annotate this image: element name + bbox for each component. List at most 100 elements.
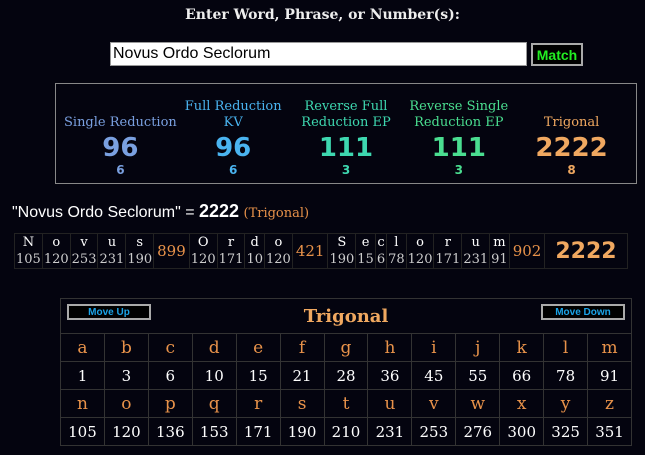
chart-value: 66 bbox=[499, 361, 545, 390]
cipher-reverse-single-reduction-ep[interactable]: Reverse Single Reduction EP 111 3 bbox=[402, 84, 515, 183]
chart-value: 351 bbox=[587, 417, 632, 446]
letter: l bbox=[394, 235, 399, 250]
letter: m bbox=[493, 235, 506, 250]
letter-cell: e 15 bbox=[356, 234, 376, 268]
phrase-input[interactable] bbox=[110, 42, 527, 66]
letter-value: 190 bbox=[127, 252, 153, 267]
chart-letter: u bbox=[367, 389, 413, 418]
letter: S bbox=[337, 235, 347, 250]
letter-value: 120 bbox=[190, 252, 216, 267]
letter-value: 171 bbox=[435, 252, 461, 267]
move-down-button[interactable]: Move Down bbox=[541, 304, 625, 320]
letter-breakdown-table: N 105 o 120 v 253 u 231 s 190 899 O 120 r 171 d 10 o 120 42… bbox=[14, 233, 628, 269]
summary-value: 2222 bbox=[199, 201, 240, 221]
chart-value: 91 bbox=[587, 361, 632, 390]
letter-value: 171 bbox=[218, 252, 244, 267]
letter: u bbox=[107, 235, 117, 250]
cipher-reduced: 6 bbox=[116, 163, 125, 177]
chart-value: 105 bbox=[60, 417, 105, 446]
letter-cell: o 120 bbox=[407, 234, 435, 268]
cipher-trigonal[interactable]: Trigonal 2222 8 bbox=[515, 84, 628, 183]
chart-value: 6 bbox=[147, 361, 193, 390]
cipher-reduced: 3 bbox=[341, 163, 351, 177]
cipher-name: Reverse Single Reduction EP bbox=[409, 99, 509, 130]
chart-letter: y bbox=[543, 389, 589, 418]
letter: c bbox=[377, 235, 385, 250]
chart-header: Move Up Trigonal Move Down bbox=[60, 298, 632, 334]
chart-value: 15 bbox=[235, 361, 281, 390]
chart-value: 36 bbox=[367, 361, 413, 390]
chart-letter: n bbox=[60, 389, 105, 418]
chart-letter: z bbox=[587, 389, 632, 418]
chart-row: 105 120 136 153 171 190 210 231 253 276 300 325 351 bbox=[60, 417, 632, 446]
letter-cell: u 231 bbox=[98, 234, 127, 268]
match-button[interactable]: Match bbox=[531, 43, 583, 66]
cipher-name: Single Reduction bbox=[64, 115, 177, 130]
letter-cell: N 105 bbox=[15, 234, 43, 268]
chart-letter: l bbox=[543, 333, 589, 362]
letter: N bbox=[22, 235, 35, 250]
phrase-total: 2222 bbox=[555, 238, 617, 264]
cipher-name: Full Reduction KV bbox=[184, 99, 282, 130]
chart-value: 120 bbox=[103, 417, 149, 446]
cipher-value: 96 bbox=[215, 133, 252, 163]
summary-phrase: "Novus Ordo Seclorum" = bbox=[12, 204, 195, 221]
result-summary: "Novus Ordo Seclorum" = 2222 (Trigonal) bbox=[12, 201, 309, 222]
chart-letter: r bbox=[235, 389, 281, 418]
letter: r bbox=[227, 235, 235, 250]
letter: e bbox=[361, 235, 370, 250]
cipher-value: 2222 bbox=[535, 133, 608, 163]
cipher-name: Reverse Full Reduction EP bbox=[301, 99, 391, 130]
summary-cipher: (Trigonal) bbox=[243, 206, 310, 221]
letter: u bbox=[471, 235, 480, 250]
chart-letter: s bbox=[279, 389, 325, 418]
chart-value: 136 bbox=[147, 417, 193, 446]
cipher-value: 111 bbox=[318, 133, 374, 163]
letter-value: 231 bbox=[463, 252, 489, 267]
chart-letter: g bbox=[323, 333, 369, 362]
letter-value: 105 bbox=[16, 252, 41, 267]
letter-cell: r 171 bbox=[434, 234, 463, 268]
chart-letter: h bbox=[367, 333, 413, 362]
chart-value: 10 bbox=[191, 361, 237, 390]
letter-value: 6 bbox=[376, 252, 386, 267]
chart-value: 55 bbox=[455, 361, 501, 390]
cipher-full-reduction-kv[interactable]: Full Reduction KV 96 6 bbox=[177, 84, 290, 183]
letter: r bbox=[444, 235, 451, 250]
chart-letter: o bbox=[103, 389, 149, 418]
letter-cell: S 190 bbox=[328, 234, 357, 268]
letter-cell: s 190 bbox=[126, 234, 155, 268]
chart-value: 300 bbox=[499, 417, 545, 446]
chart-title: Trigonal bbox=[303, 305, 389, 327]
letter: o bbox=[52, 235, 61, 250]
cipher-name: Trigonal bbox=[543, 115, 600, 130]
chart-value: 325 bbox=[543, 417, 589, 446]
chart-letter: f bbox=[279, 333, 325, 362]
chart-letter: p bbox=[147, 389, 193, 418]
letter: v bbox=[80, 235, 88, 250]
word-total: 421 bbox=[293, 234, 329, 268]
chart-letter: c bbox=[147, 333, 193, 362]
page-title: Enter Word, Phrase, or Number(s): bbox=[185, 7, 460, 23]
letter-cell: o 120 bbox=[43, 234, 71, 268]
chart-letter: w bbox=[455, 389, 501, 418]
chart-value: 78 bbox=[543, 361, 589, 390]
letter-value: 78 bbox=[388, 252, 405, 267]
cipher-reverse-full-reduction-ep[interactable]: Reverse Full Reduction EP 111 3 bbox=[290, 84, 403, 183]
chart-letter: x bbox=[499, 389, 545, 418]
letter: d bbox=[250, 235, 259, 250]
chart-value: 21 bbox=[279, 361, 325, 390]
move-up-button[interactable]: Move Up bbox=[67, 304, 151, 320]
cipher-reduced: 6 bbox=[229, 163, 238, 177]
chart-letter: k bbox=[499, 333, 545, 362]
cipher-value: 96 bbox=[102, 133, 139, 163]
letter-cell: O 120 bbox=[190, 234, 218, 268]
cipher-single-reduction[interactable]: Single Reduction 96 6 bbox=[64, 84, 177, 183]
chart-letter: m bbox=[587, 333, 632, 362]
chart-row: 1 3 6 10 15 21 28 36 45 55 66 78 91 bbox=[60, 361, 632, 390]
chart-value: 190 bbox=[279, 417, 325, 446]
